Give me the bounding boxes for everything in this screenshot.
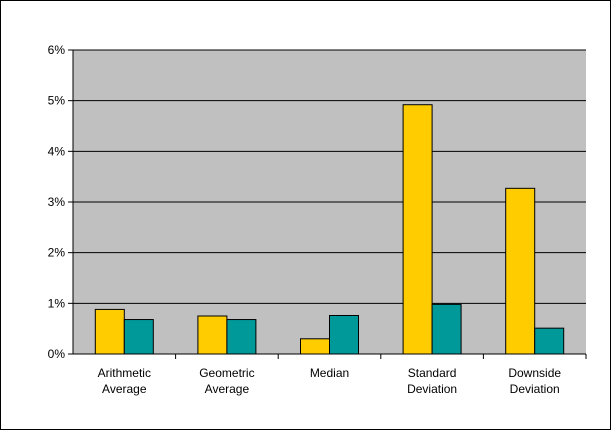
y-tick-label: 5% [48,94,66,108]
x-category-label: Deviation [510,382,560,396]
x-category-label: Deviation [407,382,457,396]
x-category-labels: Arithmetic Average Geometric Average Median S… [98,366,562,396]
x-category-label: Median [310,366,349,380]
y-tick-label: 3% [48,195,66,209]
y-tick-label: 2% [48,246,66,260]
bar [94,308,125,355]
bar [123,319,154,355]
bar [329,314,359,355]
x-category-label: Standard [408,366,457,380]
axes [68,49,587,359]
y-tick-label: 4% [48,144,66,158]
x-category-label: Geometric [199,366,254,380]
y-tick-label: 0% [48,347,66,361]
bar [534,327,565,355]
bar [197,315,228,355]
y-tick-label: 6% [48,43,66,57]
bar [300,338,330,355]
x-category-label: Average [205,382,250,396]
x-category-label: Downside [508,366,561,380]
y-tick-labels: 0% 1% 2% 3% 4% 5% 6% [48,43,66,361]
x-category-label: Average [102,382,147,396]
y-tick-label: 1% [48,296,66,310]
bar [402,104,433,355]
bar [505,187,536,355]
bar [431,303,462,355]
x-category-label: Arithmetic [98,366,151,380]
gridlines [73,49,586,304]
bar [226,319,257,355]
